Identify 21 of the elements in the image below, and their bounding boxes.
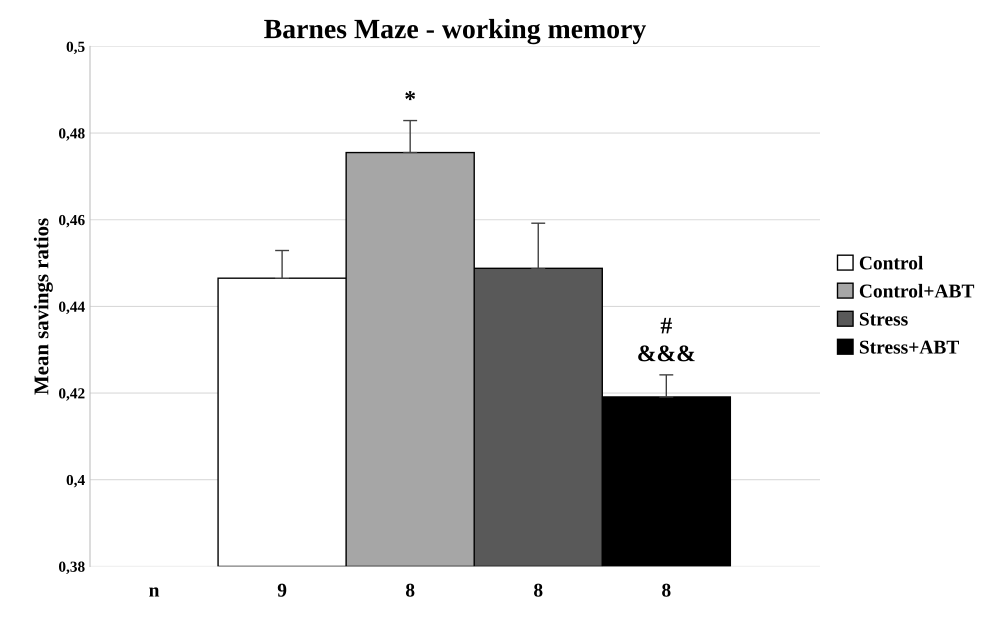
- legend-label: Control+ABT: [860, 284, 974, 298]
- y-tick-label: 0,5: [66, 42, 85, 54]
- annotation: &&&: [638, 345, 695, 362]
- y-tick-label: 0,46: [58, 214, 85, 228]
- annotation: #: [660, 318, 672, 334]
- legend-label: Stress+ABT: [860, 340, 959, 354]
- legend-label: Stress: [860, 312, 908, 326]
- x-tick-label: 8: [662, 584, 671, 597]
- x-tick-label: 9: [278, 584, 286, 597]
- annotation: *: [405, 91, 416, 100]
- x-tick-label: 8: [406, 584, 414, 597]
- x-tick-label: n: [149, 587, 160, 597]
- x-tick-label: 8: [534, 584, 542, 597]
- y-tick-label: 0,38: [58, 562, 85, 574]
- y-axis-title: Mean savings ratios: [34, 218, 53, 395]
- y-tick-label: 0,42: [58, 388, 84, 401]
- chart-title: Barnes Maze - working memory: [264, 18, 646, 44]
- legend-label: Control: [860, 256, 924, 270]
- y-tick-label: 0,48: [58, 128, 85, 141]
- y-tick-label: 0,4: [66, 474, 85, 488]
- y-tick-label: 0,44: [58, 302, 85, 314]
